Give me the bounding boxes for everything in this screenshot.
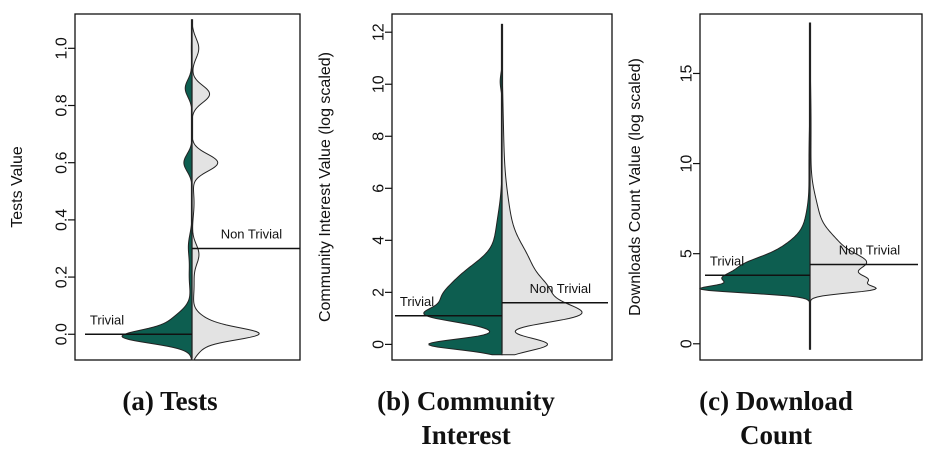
y-tick-label: 12 [371, 23, 388, 41]
plot-frame [699, 13, 923, 361]
y-tick-label: 6 [371, 184, 388, 193]
panel-caption: Count [740, 420, 812, 450]
y-axis-label: Tests Value [9, 146, 26, 228]
y-tick-label: 10 [371, 75, 388, 93]
violin-half-non-trivial [501, 23, 583, 356]
panel-caption: (a) Tests [122, 386, 217, 416]
y-tick-label: 0.6 [54, 151, 71, 173]
violin-half-trivial [423, 23, 503, 356]
y-tick-label: 2 [371, 288, 388, 297]
panel-caption: (c) Download [699, 386, 853, 416]
y-axis-label: Community Interest Value (log scaled) [317, 52, 334, 322]
plot-frame [74, 13, 301, 361]
non-trivial-label: Non Trivial [530, 281, 592, 296]
y-tick-label: 5 [679, 249, 696, 258]
y-tick-label: 1.0 [54, 37, 71, 59]
panel-caption: (b) Community [377, 386, 555, 416]
y-tick-label: 15 [679, 64, 696, 82]
violin-half-non-trivial [809, 22, 877, 350]
y-tick-label: 0 [371, 340, 388, 349]
non-trivial-label: Non Trivial [221, 226, 283, 241]
y-tick-label: 0 [679, 339, 696, 348]
y-tick-label: 0.0 [54, 323, 71, 345]
y-tick-label: 0.8 [54, 94, 71, 116]
trivial-label: Trivial [90, 312, 124, 327]
plot-frame [391, 13, 613, 361]
violin-half-trivial [698, 22, 811, 350]
chart-panel-2: 0 2 4 6 8 10 12 Community Interest Value (log s… [317, 13, 613, 450]
y-tick-label: 4 [371, 236, 388, 245]
violin-half-non-trivial [191, 19, 260, 361]
trivial-label: Trivial [400, 294, 434, 309]
y-tick-label: 8 [371, 132, 388, 141]
non-trivial-label: Non Trivial [839, 242, 901, 257]
chart-panel-1: 0.0 0.2 0.4 0.6 0.8 1.0 Tests Value Trivial Non … [9, 13, 301, 416]
violin-half-trivial [121, 19, 193, 361]
trivial-label: Trivial [710, 253, 744, 268]
panel-caption: Interest [421, 420, 510, 450]
y-tick-label: 0.4 [54, 209, 71, 231]
y-tick-label: 0.2 [54, 266, 71, 288]
chart-panel-3: 0 5 10 15 Downloads Count Value (log scaled)… [627, 13, 923, 450]
y-axis-label: Downloads Count Value (log scaled) [627, 58, 644, 316]
y-tick-label: 10 [679, 155, 696, 173]
